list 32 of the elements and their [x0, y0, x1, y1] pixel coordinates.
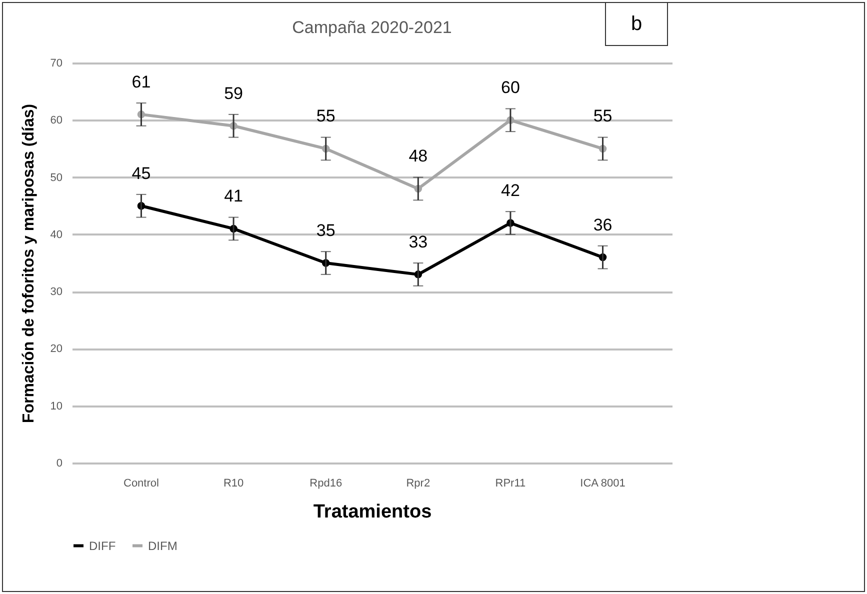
- y-tick-label: 20: [50, 343, 62, 356]
- y-tick-label: 50: [50, 172, 62, 184]
- data-label: 42: [501, 181, 520, 200]
- y-tick-label: 60: [50, 114, 62, 127]
- data-label: 61: [132, 72, 151, 92]
- x-tick-label: R10: [223, 478, 244, 490]
- y-tick-label: 10: [50, 400, 62, 412]
- x-tick-label: RPr11: [495, 478, 526, 490]
- x-axis-title: Tratamientos: [313, 502, 432, 522]
- data-label: 45: [132, 164, 151, 183]
- data-label: 36: [593, 215, 612, 234]
- y-tick-label: 70: [50, 58, 62, 70]
- y-axis-title: Formación de foforitos y mariposas (días): [20, 104, 38, 424]
- data-label: 55: [316, 106, 336, 126]
- y-tick-label: 40: [50, 228, 62, 241]
- data-label: 41: [224, 186, 243, 206]
- x-tick-label: Rpd16: [310, 478, 342, 490]
- data-label: 48: [408, 146, 428, 166]
- y-tick-label: 0: [56, 458, 62, 470]
- data-label: 35: [316, 221, 336, 240]
- data-label: 33: [408, 232, 428, 252]
- data-label: 60: [501, 78, 520, 98]
- x-tick-label: Rpr2: [406, 478, 430, 490]
- chart-title: Campaña 2020-2021: [292, 18, 452, 37]
- x-tick-label: ICA 8001: [580, 478, 626, 490]
- legend-label: DIFM: [148, 538, 178, 553]
- x-tick-label: Control: [123, 478, 159, 490]
- y-tick-label: 30: [50, 286, 62, 298]
- data-label: 55: [593, 106, 612, 126]
- text: b: [605, 2, 668, 46]
- data-label: 59: [224, 84, 243, 103]
- legend-label: DIFF: [89, 538, 116, 553]
